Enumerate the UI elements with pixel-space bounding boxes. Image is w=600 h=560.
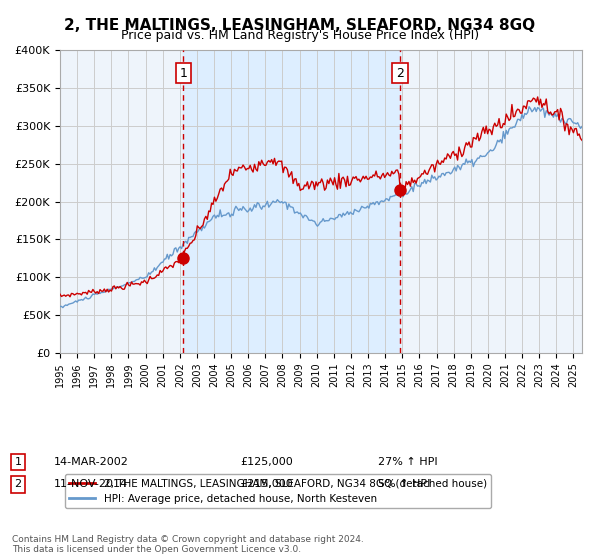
Text: 11-NOV-2014: 11-NOV-2014 xyxy=(54,479,128,489)
Text: 5% ↑ HPI: 5% ↑ HPI xyxy=(378,479,430,489)
Text: 27% ↑ HPI: 27% ↑ HPI xyxy=(378,457,437,467)
Legend: 2, THE MALTINGS, LEASINGHAM, SLEAFORD, NG34 8GQ (detached house), HPI: Average p: 2, THE MALTINGS, LEASINGHAM, SLEAFORD, N… xyxy=(65,474,491,508)
Text: 1: 1 xyxy=(14,457,22,467)
Text: 14-MAR-2002: 14-MAR-2002 xyxy=(54,457,129,467)
Text: 2, THE MALTINGS, LEASINGHAM, SLEAFORD, NG34 8GQ: 2, THE MALTINGS, LEASINGHAM, SLEAFORD, N… xyxy=(64,18,536,33)
Text: Contains HM Land Registry data © Crown copyright and database right 2024.
This d: Contains HM Land Registry data © Crown c… xyxy=(12,535,364,554)
Text: 2: 2 xyxy=(396,67,404,80)
Bar xyxy=(183,50,400,353)
Text: 2: 2 xyxy=(14,479,22,489)
Text: £125,000: £125,000 xyxy=(240,457,293,467)
Text: £215,000: £215,000 xyxy=(240,479,293,489)
Text: Price paid vs. HM Land Registry's House Price Index (HPI): Price paid vs. HM Land Registry's House … xyxy=(121,29,479,42)
Text: 1: 1 xyxy=(179,67,187,80)
